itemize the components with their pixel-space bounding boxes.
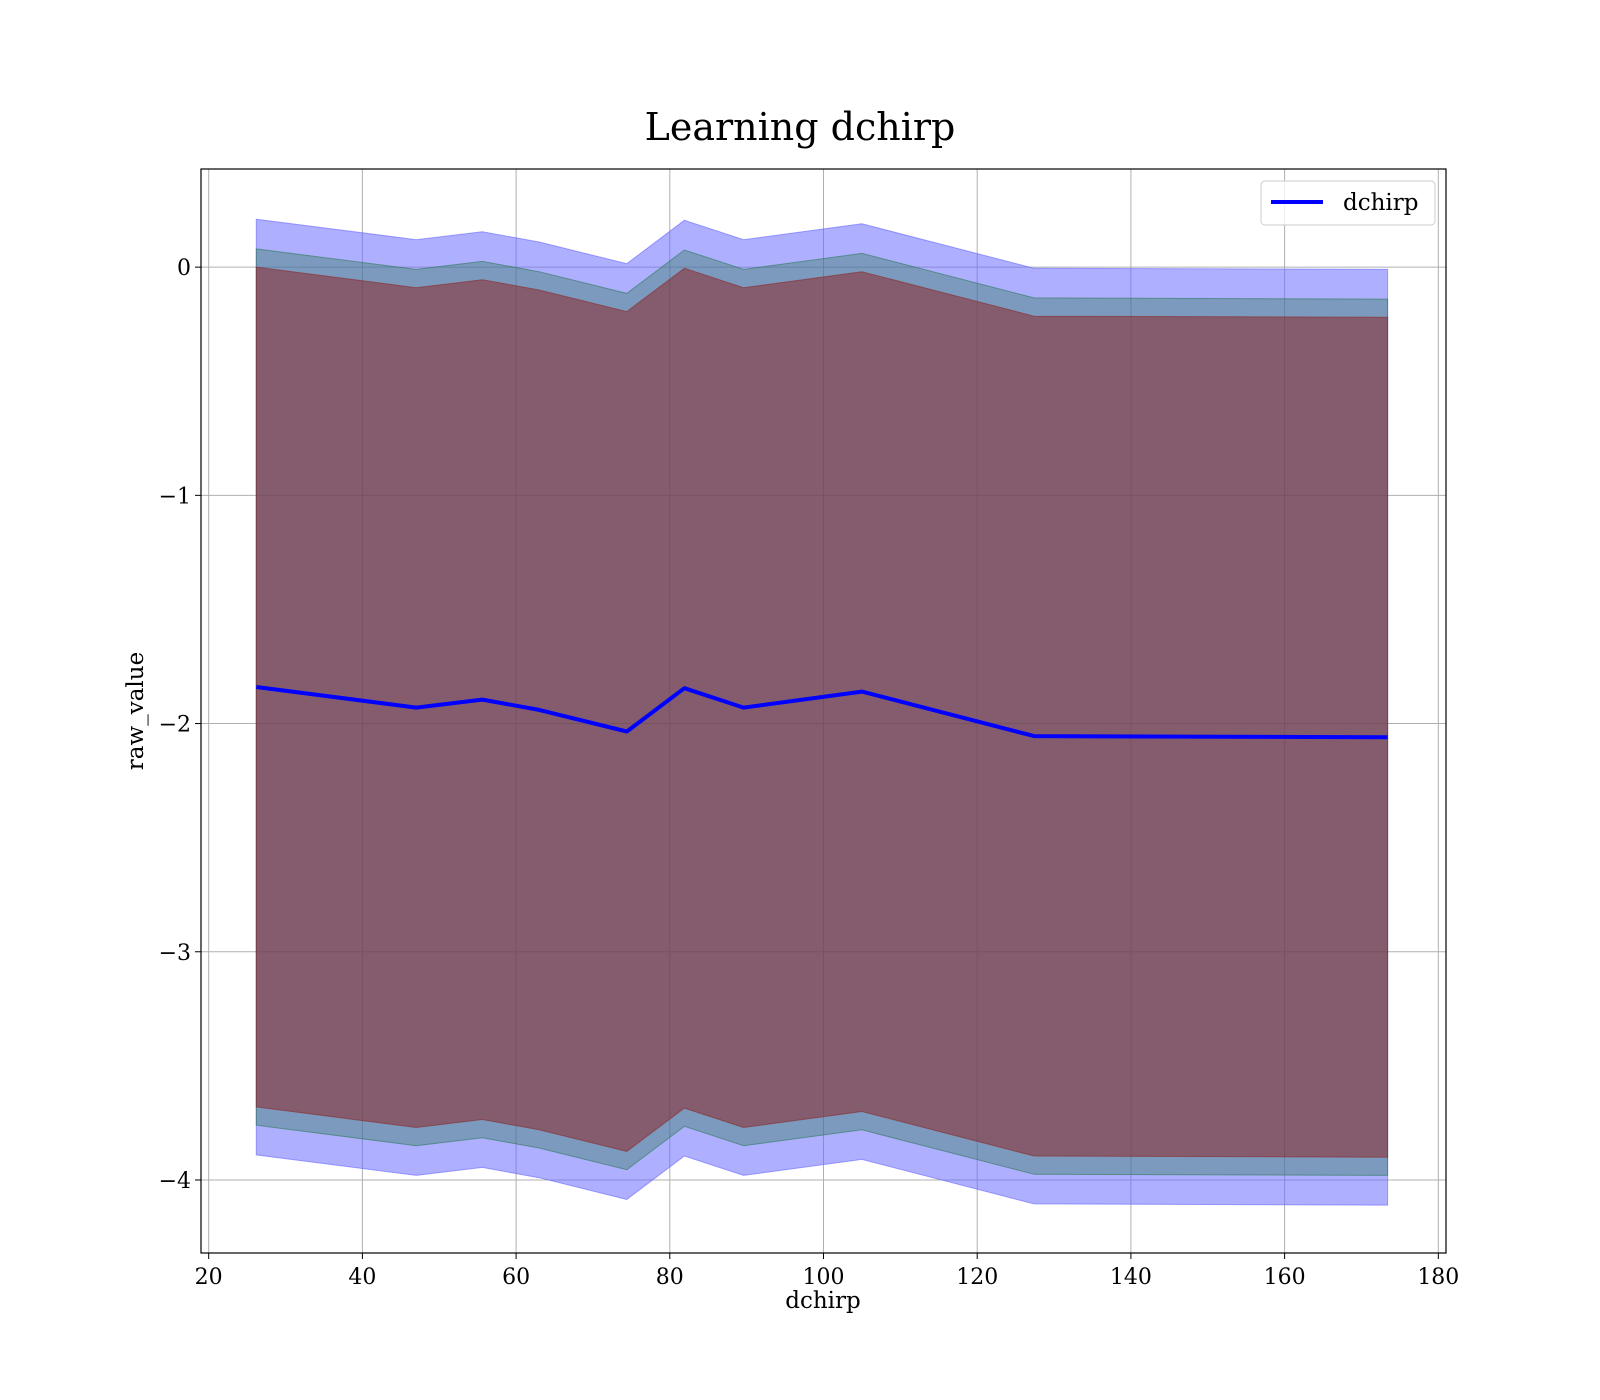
x-tick-label: 20 (195, 1265, 223, 1290)
x-tick-label: 120 (956, 1265, 998, 1290)
x-tick-label: 60 (502, 1265, 530, 1290)
y-tick-label: −4 (159, 1169, 191, 1194)
x-tick-label: 160 (1264, 1265, 1306, 1290)
legend-label-dchirp: dchirp (1343, 190, 1419, 216)
band-2 (255, 266, 1389, 1158)
x-tick-label: 140 (1110, 1265, 1152, 1290)
series-lines (256, 685, 1388, 740)
confidence-bands (255, 218, 1389, 1206)
legend-box (1260, 180, 1436, 226)
y-tick-label: 0 (177, 256, 191, 281)
y-axis-label: raw_value (123, 652, 149, 770)
y-tick-label: −1 (159, 484, 191, 509)
x-axis-label: dchirp (785, 1288, 861, 1314)
y-tick-label: −3 (159, 941, 191, 966)
plot-frame (200, 168, 1447, 1254)
axis-ticks: 20 40 60 80 100 120 140 160 180 0 −1 −2 −3 −4 (159, 256, 1460, 1290)
x-tick-label: 40 (348, 1265, 376, 1290)
series-line-dchirp (256, 685, 1388, 740)
x-tick-label: 100 (803, 1265, 845, 1290)
legend: dchirp (1260, 180, 1436, 226)
x-tick-label: 180 (1417, 1265, 1459, 1290)
chart-title: Learning dchirp (645, 105, 956, 149)
y-tick-label: −2 (159, 713, 191, 738)
x-tick-label: 80 (656, 1265, 684, 1290)
